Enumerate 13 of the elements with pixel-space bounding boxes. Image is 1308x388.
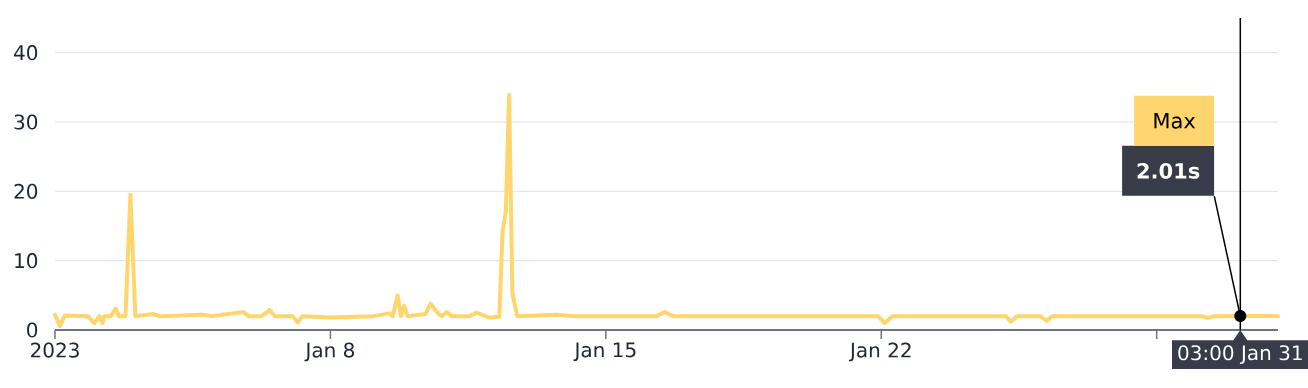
ref-line-label: 03:00 Jan 31 xyxy=(1178,345,1302,365)
annotation: 2.01s xyxy=(1137,162,1200,179)
annotation: Max xyxy=(1154,113,1196,129)
y-tick-label: 0 xyxy=(27,322,38,338)
line-series xyxy=(53,92,1281,328)
x-tick-label: 2023 xyxy=(31,342,79,358)
y-tick-label: 10 xyxy=(15,253,38,269)
y-tick-label: 20 xyxy=(14,183,38,199)
y-tick-label: 40 xyxy=(14,45,38,61)
x-tick-label: Jan 8 xyxy=(304,342,355,362)
x-tick-label: Jan 22 xyxy=(848,342,911,362)
y-tick-label: 30 xyxy=(14,114,38,130)
x-tick-label: Jan 15 xyxy=(573,342,636,362)
